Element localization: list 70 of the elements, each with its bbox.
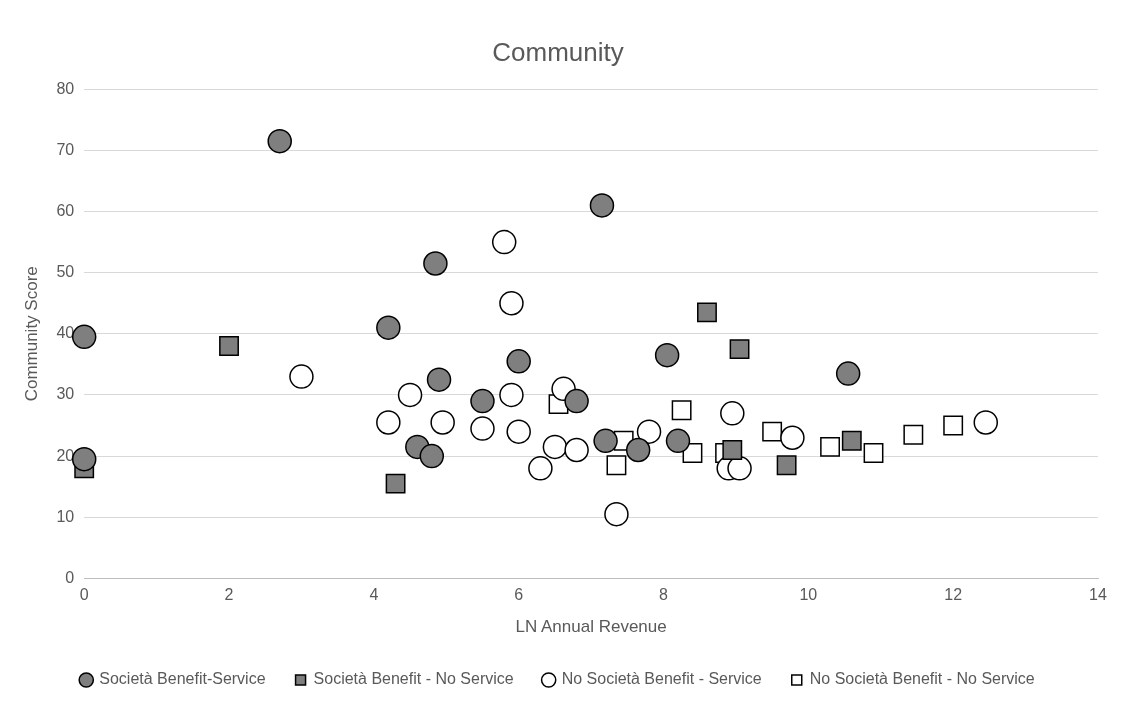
point bbox=[564, 388, 589, 414]
y-tick-label: 10 bbox=[56, 507, 75, 525]
point bbox=[697, 302, 717, 323]
point bbox=[671, 400, 692, 421]
point bbox=[219, 336, 239, 356]
y-axis-title: Community Score bbox=[21, 266, 41, 402]
point bbox=[397, 382, 423, 408]
x-tick-label: 8 bbox=[659, 586, 669, 604]
y-tick-label: 0 bbox=[65, 568, 75, 586]
point bbox=[665, 428, 691, 454]
point bbox=[820, 436, 841, 457]
point bbox=[423, 251, 448, 276]
point bbox=[499, 382, 524, 408]
point bbox=[780, 425, 805, 451]
point bbox=[593, 428, 618, 454]
y-tick-label: 60 bbox=[56, 201, 75, 219]
x-tick-label: 2 bbox=[224, 586, 234, 604]
point bbox=[606, 455, 627, 476]
point bbox=[528, 456, 553, 481]
y-tick-label: 40 bbox=[56, 324, 75, 342]
y-tick-label: 20 bbox=[56, 446, 75, 464]
legend-label: Società Benefit - No Service bbox=[313, 670, 514, 688]
point bbox=[636, 419, 662, 444]
point bbox=[491, 229, 517, 255]
point bbox=[625, 437, 651, 463]
point bbox=[419, 443, 445, 469]
x-tick-label: 12 bbox=[944, 586, 963, 604]
point bbox=[776, 455, 797, 476]
y-tick-label: 30 bbox=[56, 385, 75, 403]
point bbox=[903, 424, 924, 445]
point bbox=[727, 456, 752, 481]
point bbox=[604, 501, 629, 527]
point bbox=[835, 361, 861, 386]
point bbox=[973, 410, 999, 435]
point bbox=[385, 473, 406, 494]
point bbox=[470, 388, 495, 414]
y-tick-label: 50 bbox=[56, 263, 75, 281]
point bbox=[564, 437, 589, 463]
legend-label: No Società Benefit - No Service bbox=[809, 670, 1035, 688]
legend-label: No Società Benefit - Service bbox=[561, 670, 762, 688]
point bbox=[426, 367, 452, 392]
chart-title: Community bbox=[492, 36, 624, 67]
point bbox=[841, 430, 862, 451]
x-tick-label: 0 bbox=[79, 586, 89, 604]
x-axis-title: LN Annual Revenue bbox=[515, 617, 667, 637]
point bbox=[376, 410, 401, 435]
x-tick-label: 6 bbox=[514, 586, 524, 604]
point bbox=[943, 415, 964, 436]
point bbox=[289, 364, 314, 389]
point bbox=[470, 416, 495, 441]
point bbox=[506, 419, 531, 444]
y-tick-label: 80 bbox=[56, 79, 75, 97]
point bbox=[654, 342, 680, 368]
x-tick-label: 14 bbox=[1089, 586, 1107, 604]
point bbox=[762, 421, 783, 442]
point bbox=[722, 440, 743, 460]
point bbox=[729, 339, 750, 360]
y-tick-label: 70 bbox=[56, 140, 75, 158]
point bbox=[376, 315, 401, 340]
x-tick-label: 4 bbox=[369, 586, 379, 604]
point bbox=[267, 128, 292, 154]
point bbox=[430, 410, 455, 435]
point bbox=[499, 290, 524, 316]
legend-label: Società Benefit-Service bbox=[99, 670, 266, 688]
point bbox=[506, 349, 531, 374]
point bbox=[863, 443, 884, 463]
x-tick-label: 10 bbox=[799, 586, 818, 604]
point bbox=[720, 401, 745, 426]
point bbox=[589, 193, 615, 218]
point bbox=[542, 434, 568, 460]
